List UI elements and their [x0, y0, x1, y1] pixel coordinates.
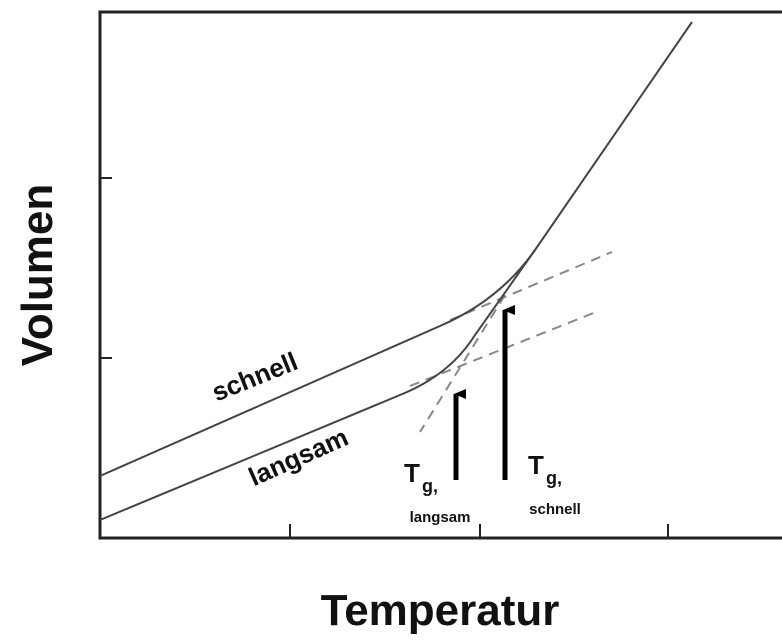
plot-frame [98, 10, 782, 540]
y-axis-label: Volumen [13, 184, 62, 367]
ticks [100, 177, 669, 538]
curve-label: langsam [244, 422, 353, 492]
glass-extrapolation [449, 251, 613, 321]
tg-label: schnell [529, 501, 581, 518]
x-axis-label: Temperatur [321, 586, 560, 635]
liquid-extrapolation [419, 294, 506, 433]
curve-langsam [99, 249, 536, 521]
tg-symbol: T [404, 458, 420, 488]
curve-label: schnell [207, 346, 301, 407]
curve-schnell [99, 21, 693, 477]
tg-label: langsam [410, 509, 471, 526]
tg-subscript: g, [422, 476, 438, 496]
tg-symbol: T [528, 450, 544, 480]
tg-subscript: g, [546, 468, 562, 488]
